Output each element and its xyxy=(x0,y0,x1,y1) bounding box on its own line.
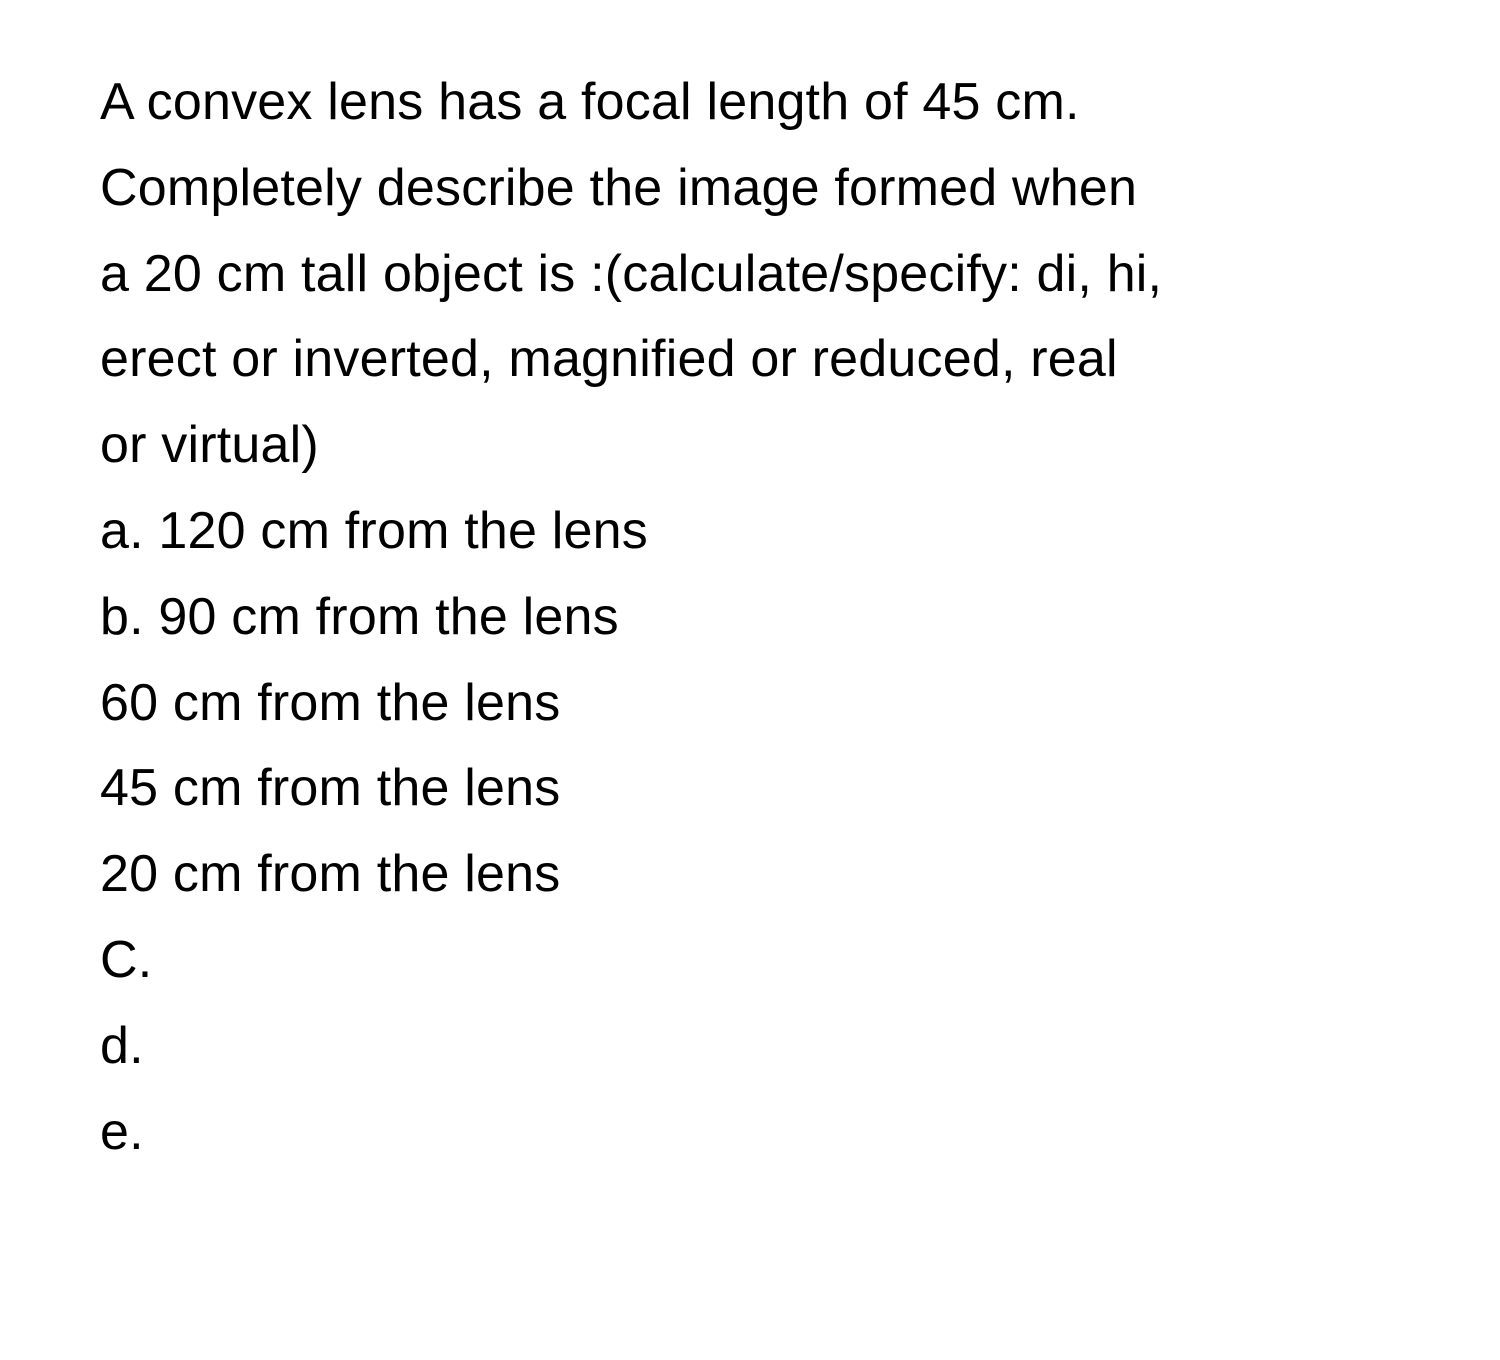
text-line: C. xyxy=(100,918,1410,1004)
document-page: A convex lens has a focal length of 45 c… xyxy=(0,0,1500,1360)
text-line: A convex lens has a focal length of 45 c… xyxy=(100,60,1410,146)
text-line: e. xyxy=(100,1090,1410,1176)
text-line: 60 cm from the lens xyxy=(100,661,1410,747)
text-line: or virtual) xyxy=(100,403,1410,489)
text-line: erect or inverted, magnified or reduced,… xyxy=(100,317,1410,403)
text-line: b. 90 cm from the lens xyxy=(100,575,1410,661)
text-line: Completely describe the image formed whe… xyxy=(100,146,1410,232)
text-line: 45 cm from the lens xyxy=(100,746,1410,832)
text-line: a 20 cm tall object is :(calculate/speci… xyxy=(100,232,1410,318)
text-line: d. xyxy=(100,1004,1410,1090)
text-line: 20 cm from the lens xyxy=(100,832,1410,918)
text-line: a. 120 cm from the lens xyxy=(100,489,1410,575)
